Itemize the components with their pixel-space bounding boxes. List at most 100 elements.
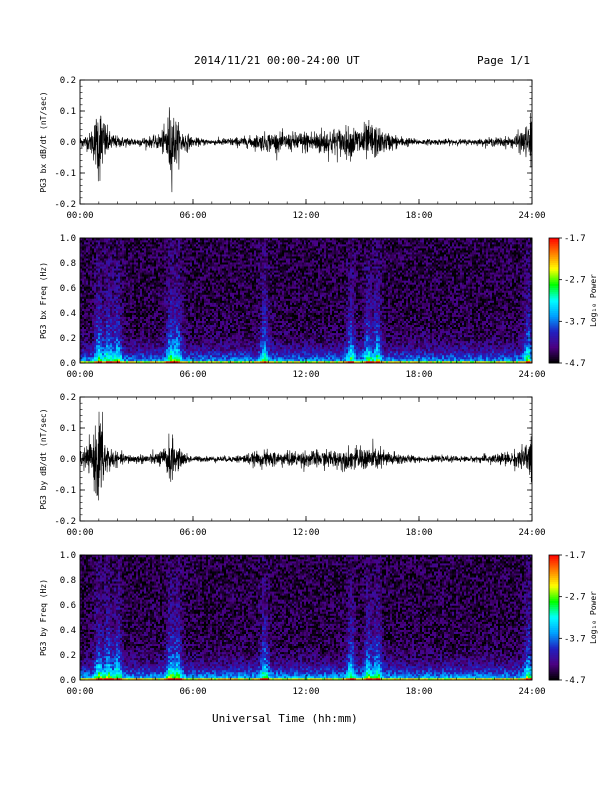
spectrogram-cell bbox=[110, 317, 112, 319]
spectrogram-cell bbox=[154, 323, 156, 325]
spectrogram-cell bbox=[106, 349, 108, 351]
spectrogram-cell bbox=[114, 317, 116, 319]
spectrogram-cell bbox=[196, 317, 198, 319]
spectrogram-cell bbox=[102, 292, 104, 294]
spectrogram-cell bbox=[118, 333, 120, 335]
spectrogram-cell bbox=[90, 357, 92, 359]
spectrogram-cell bbox=[162, 240, 164, 242]
spectrogram-cell bbox=[212, 276, 214, 278]
spectrogram-cell bbox=[168, 339, 170, 341]
spectrogram-cell bbox=[100, 274, 102, 276]
spectrogram-cell bbox=[108, 264, 110, 266]
spectrogram-cell bbox=[94, 339, 96, 341]
spectrogram-cell bbox=[224, 248, 226, 250]
spectrogram-cell bbox=[236, 307, 238, 309]
spectrogram-cell bbox=[160, 262, 162, 264]
spectrogram-cell bbox=[94, 248, 96, 250]
spectrogram-cell bbox=[168, 284, 170, 286]
spectrogram-cell bbox=[156, 276, 158, 278]
spectrogram-cell bbox=[130, 353, 132, 355]
spectrogram-cell bbox=[148, 311, 150, 313]
spectrogram-cell bbox=[130, 333, 132, 335]
spectrogram-cell bbox=[170, 355, 172, 357]
spectrogram-cell bbox=[226, 301, 228, 303]
spectrogram-cell bbox=[84, 343, 86, 345]
spectrogram-cell bbox=[178, 333, 180, 335]
spectrogram-cell bbox=[106, 319, 108, 321]
spectrogram-cell bbox=[232, 282, 234, 284]
spectrogram-cell bbox=[160, 307, 162, 309]
spectrogram-cell bbox=[82, 355, 84, 357]
spectrogram-cell bbox=[196, 286, 198, 288]
spectrogram-cell bbox=[186, 274, 188, 276]
spectrogram-cell bbox=[134, 343, 136, 345]
spectrogram-cell bbox=[196, 260, 198, 262]
spectrogram-cell bbox=[192, 296, 194, 298]
spectrogram-cell bbox=[96, 274, 98, 276]
spectrogram-cell bbox=[168, 256, 170, 258]
spectrogram-cell bbox=[190, 288, 192, 290]
spectrogram-cell bbox=[172, 280, 174, 282]
spectrogram-cell bbox=[102, 349, 104, 351]
spectrogram-cell bbox=[94, 345, 96, 347]
spectrogram-cell bbox=[108, 327, 110, 329]
spectrogram-cell bbox=[162, 349, 164, 351]
spectrogram-cell bbox=[212, 309, 214, 311]
spectrogram-cell bbox=[232, 266, 234, 268]
spectrogram-cell bbox=[172, 246, 174, 248]
spectrogram-cell bbox=[136, 254, 138, 256]
spectrogram-cell bbox=[188, 256, 190, 258]
spectrogram-cell bbox=[208, 337, 210, 339]
spectrogram-cell bbox=[216, 282, 218, 284]
spectrogram-cell bbox=[218, 244, 220, 246]
spectrogram-cell bbox=[88, 331, 90, 333]
spectrogram-cell bbox=[192, 329, 194, 331]
spectrogram-cell bbox=[224, 331, 226, 333]
spectrogram-cell bbox=[110, 349, 112, 351]
spectrogram-cell bbox=[106, 315, 108, 317]
spectrogram-cell bbox=[196, 246, 198, 248]
spectrogram-cell bbox=[110, 248, 112, 250]
spectrogram-cell bbox=[192, 254, 194, 256]
spectrogram-cell bbox=[188, 286, 190, 288]
spectrogram-cell bbox=[120, 321, 122, 323]
spectrogram-cell bbox=[168, 309, 170, 311]
spectrogram-cell bbox=[136, 290, 138, 292]
spectrogram-cell bbox=[96, 353, 98, 355]
spectrogram-cell bbox=[156, 323, 158, 325]
spectrogram-cell bbox=[84, 270, 86, 272]
spectrogram-cell bbox=[122, 325, 124, 327]
spectrogram-cell bbox=[228, 333, 230, 335]
spectrogram-cell bbox=[92, 315, 94, 317]
spectrogram-cell bbox=[162, 305, 164, 307]
spectrogram-cell bbox=[162, 292, 164, 294]
spectrogram-cell bbox=[128, 298, 130, 300]
spectrogram-cell bbox=[186, 262, 188, 264]
spectrogram-cell bbox=[104, 244, 106, 246]
spectrogram-cell bbox=[140, 359, 142, 361]
spectrogram-cell bbox=[156, 240, 158, 242]
spectrogram-cell bbox=[150, 240, 152, 242]
spectrogram-cell bbox=[138, 272, 140, 274]
spectrogram-cell bbox=[178, 282, 180, 284]
spectrogram-cell bbox=[210, 292, 212, 294]
spectrogram-cell bbox=[128, 258, 130, 260]
spectrogram-cell bbox=[218, 331, 220, 333]
spectrogram-cell bbox=[98, 272, 100, 274]
spectrogram-cell bbox=[210, 319, 212, 321]
spectrogram-cell bbox=[206, 313, 208, 315]
spectrogram-cell bbox=[86, 250, 88, 252]
spectrogram-cell bbox=[158, 248, 160, 250]
spectrogram-cell bbox=[204, 298, 206, 300]
spectrogram-cell bbox=[186, 345, 188, 347]
spectrogram-cell bbox=[88, 343, 90, 345]
spectrogram-cell bbox=[168, 260, 170, 262]
spectrogram-cell bbox=[122, 333, 124, 335]
spectrogram-cell bbox=[130, 244, 132, 246]
spectrogram-cell bbox=[114, 258, 116, 260]
spectrogram-cell bbox=[124, 258, 126, 260]
spectrogram-cell bbox=[116, 260, 118, 262]
spectrogram-cell bbox=[226, 260, 228, 262]
spectrogram-cell bbox=[124, 242, 126, 244]
spectrogram-cell bbox=[164, 286, 166, 288]
